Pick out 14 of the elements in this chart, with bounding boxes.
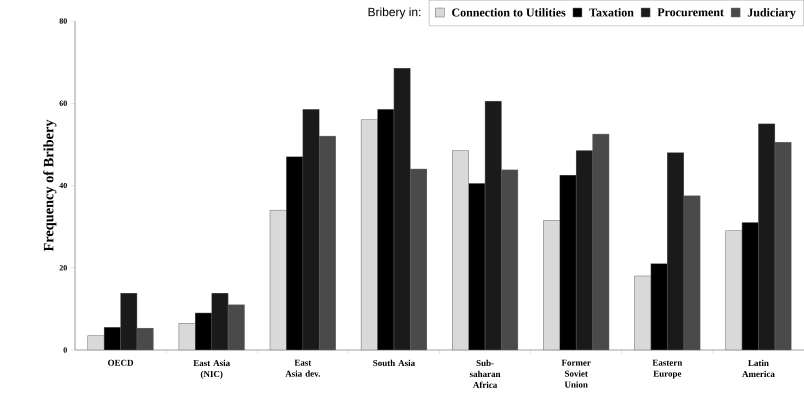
x-tick-label: Former Soviet Union bbox=[562, 360, 591, 388]
x-tick-label: OECD bbox=[108, 360, 134, 366]
legend-label: Judiciary bbox=[748, 8, 796, 19]
x-tick-label: East Asia dev. bbox=[285, 360, 320, 377]
legend-label: Procurement bbox=[658, 8, 724, 16]
y-axis-title: Frequency of Bribery bbox=[43, 120, 56, 252]
x-tick-label: Latin America bbox=[742, 360, 775, 378]
x-tick-label: Eastern Europe bbox=[652, 360, 682, 378]
legend-label: Connection to Utilities bbox=[452, 8, 566, 17]
x-tick-label: Sub-saharan Africa bbox=[470, 360, 500, 388]
x-tick-label: East Asia (NIC) bbox=[193, 360, 230, 379]
legend-label: Taxation bbox=[589, 8, 634, 17]
legend-title: Bribery in: bbox=[368, 7, 420, 19]
x-tick-label: South Asia bbox=[373, 360, 415, 366]
